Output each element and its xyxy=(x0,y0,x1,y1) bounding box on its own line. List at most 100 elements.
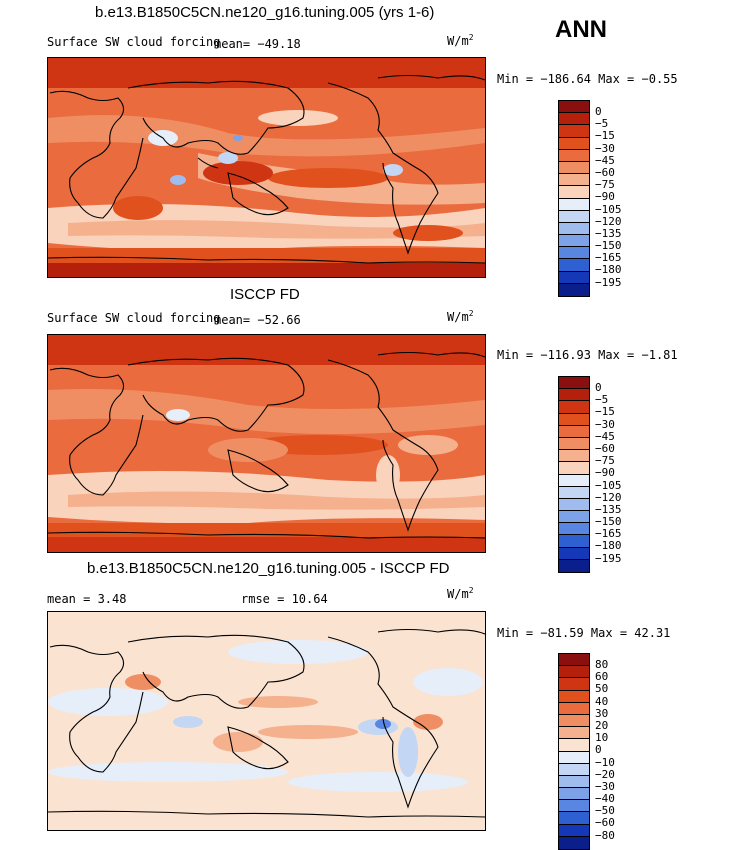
colorbar-swatch xyxy=(559,149,589,162)
colorbar-swatch xyxy=(559,690,589,703)
panel3-title: b.e13.B1850C5CN.ne120_g16.tuning.005 - I… xyxy=(87,560,450,577)
colorbar-label: −180 xyxy=(595,263,622,277)
colorbar-swatch xyxy=(559,547,589,560)
colorbar-label: −195 xyxy=(595,275,622,289)
colorbar-swatch xyxy=(559,198,589,211)
colorbar-label: −60 xyxy=(595,441,615,455)
panel2-variable: Surface SW cloud forcing xyxy=(47,311,221,325)
colorbar-swatch xyxy=(559,788,589,801)
panel1-variable: Surface SW cloud forcing xyxy=(47,35,221,49)
colorbar-swatch xyxy=(559,751,589,764)
colorbar-swatch xyxy=(559,666,589,679)
season-label: ANN xyxy=(555,16,607,43)
panel2-mean: mean= −52.66 xyxy=(214,313,301,327)
colorbar-label: 60 xyxy=(595,670,609,684)
colorbar-label: 30 xyxy=(595,706,609,720)
colorbar-label: −80 xyxy=(595,828,615,842)
colorbar-swatch xyxy=(559,523,589,536)
panel2-map xyxy=(47,334,486,553)
colorbar-label: −45 xyxy=(595,429,615,443)
colorbar-swatch xyxy=(559,535,589,548)
colorbar-label: −180 xyxy=(595,539,622,553)
colorbar-label: −150 xyxy=(595,515,622,529)
panel3-units: W/m2 xyxy=(447,586,474,601)
colorbar-swatch xyxy=(559,763,589,776)
colorbar-swatch xyxy=(559,775,589,789)
colorbar-swatch xyxy=(559,113,589,126)
panel2-colorbar-labels: 0 −5 −15 −30 −45 −60 −75 −90 −105 −120 −135 −150 −16… xyxy=(595,381,622,565)
colorbar-swatch xyxy=(559,413,589,426)
colorbar-swatch xyxy=(559,222,589,236)
colorbar-swatch xyxy=(559,739,589,752)
colorbar-label: −50 xyxy=(595,804,615,818)
colorbar-label: −105 xyxy=(595,478,622,492)
colorbar-label: −195 xyxy=(595,551,622,565)
colorbar-swatch xyxy=(559,498,589,512)
colorbar-label: −30 xyxy=(595,779,615,793)
colorbar-label: −90 xyxy=(595,190,615,204)
panel1-mean: mean= −49.18 xyxy=(214,37,301,51)
colorbar-swatch xyxy=(559,125,589,138)
colorbar-swatch xyxy=(559,186,589,199)
colorbar-label: 0 xyxy=(595,743,602,757)
colorbar-swatch xyxy=(559,727,589,740)
panel3-colorbar-labels: 80 60 50 40 30 20 10 0 −10 −20 −30 −40 −50 −60 −80 xyxy=(595,658,615,842)
colorbar-label: −20 xyxy=(595,767,615,781)
colorbar-label: −15 xyxy=(595,129,615,143)
colorbar-label: −5 xyxy=(595,117,609,131)
colorbar-swatch xyxy=(559,702,589,715)
colorbar-label: −75 xyxy=(595,454,615,468)
colorbar-swatch xyxy=(559,450,589,463)
colorbar-label: 50 xyxy=(595,682,609,696)
colorbar-swatch xyxy=(559,210,589,223)
panel1-minmax: Min = −186.64 Max = −0.55 xyxy=(497,72,678,86)
colorbar-label: 0 xyxy=(595,105,602,118)
colorbar-swatch xyxy=(559,161,589,175)
panel1-title: b.e13.B1850C5CN.ne120_g16.tuning.005 (yr… xyxy=(95,4,435,21)
colorbar-swatch xyxy=(559,836,589,849)
colorbar-swatch xyxy=(559,800,589,813)
colorbar-swatch xyxy=(559,271,589,284)
colorbar-swatch xyxy=(559,714,589,728)
colorbar-label: 10 xyxy=(595,731,609,745)
colorbar-swatch xyxy=(559,174,589,187)
colorbar-label: 0 xyxy=(595,381,602,394)
colorbar-swatch xyxy=(559,101,589,114)
colorbar-swatch xyxy=(559,812,589,825)
colorbar-label: −30 xyxy=(595,141,615,155)
panel3-colorbar xyxy=(558,653,590,850)
panel3-mean: mean = 3.48 xyxy=(47,592,127,606)
panel2-units: W/m2 xyxy=(447,309,474,324)
colorbar-swatch xyxy=(559,137,589,150)
colorbar-label: −75 xyxy=(595,178,615,192)
colorbar-label: 40 xyxy=(595,694,609,708)
colorbar-swatch xyxy=(559,401,589,414)
panel1-colorbar-labels: 0 −5 −15 −30 −45 −60 −75 −90 −105 −120 −135 −150 −16… xyxy=(595,105,622,289)
colorbar-swatch xyxy=(559,462,589,475)
colorbar-swatch xyxy=(559,389,589,402)
colorbar-swatch xyxy=(559,259,589,272)
colorbar-swatch xyxy=(559,437,589,451)
colorbar-label: −165 xyxy=(595,251,622,265)
colorbar-label: −40 xyxy=(595,792,615,806)
colorbar-swatch xyxy=(559,377,589,390)
colorbar-swatch xyxy=(559,425,589,438)
colorbar-swatch xyxy=(559,235,589,248)
colorbar-label: −150 xyxy=(595,239,622,253)
panel3-rmse: rmse = 10.64 xyxy=(241,592,328,606)
colorbar-label: −10 xyxy=(595,755,615,769)
colorbar-label: −120 xyxy=(595,214,622,228)
panel3-minmax: Min = −81.59 Max = 42.31 xyxy=(497,626,671,640)
panel2-colorbar xyxy=(558,376,590,573)
colorbar-swatch xyxy=(559,678,589,691)
colorbar-label: −165 xyxy=(595,527,622,541)
panel1-units: W/m2 xyxy=(447,33,474,48)
colorbar-label: −30 xyxy=(595,417,615,431)
colorbar-swatch xyxy=(559,511,589,524)
colorbar-label: −120 xyxy=(595,490,622,504)
colorbar-label: −135 xyxy=(595,502,622,516)
colorbar-swatch xyxy=(559,654,589,667)
colorbar-label: −105 xyxy=(595,202,622,216)
colorbar-label: 20 xyxy=(595,718,609,732)
colorbar-swatch xyxy=(559,559,589,572)
